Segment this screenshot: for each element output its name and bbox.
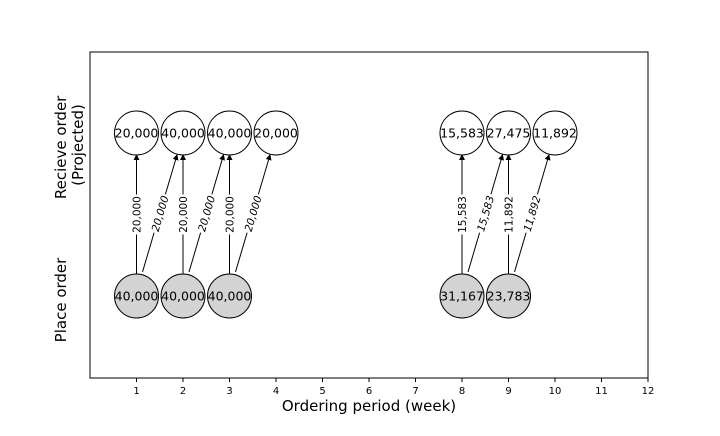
receive-order-node [114, 110, 159, 156]
flow-label: 15,583 [457, 196, 469, 233]
x-tick-label-7: 7 [412, 386, 418, 397]
flow-arrows: 20,000 20,000 20,000 20,000 20,000 20,000 15,5… [128, 154, 551, 274]
flow-label-bg [221, 194, 238, 235]
flow-label-bg [454, 194, 470, 235]
place-order-node [114, 273, 159, 319]
receive-order-node [160, 110, 206, 156]
flow-label-bg [192, 192, 220, 235]
flow-label: 11,892 [504, 196, 516, 233]
x-tick-label-12: 12 [642, 386, 655, 397]
y-label-receive-line2: (Projected) [69, 104, 87, 186]
receive-order-node [207, 110, 252, 156]
flow-label-bg [128, 194, 145, 235]
receive-order-node [532, 110, 578, 156]
receive-order-node-label: 20,000 [115, 126, 159, 141]
y-label-receive: Recieve order (Projected) [52, 91, 87, 199]
y-label-receive-line1: Recieve order [52, 95, 70, 199]
flow-label: 20,000 [132, 196, 144, 233]
flow-label-group: 11,892 [500, 194, 517, 235]
receive-order-node-label: 15,583 [440, 126, 484, 141]
x-tick-label-11: 11 [595, 386, 608, 397]
receive-order-node-label: 11,892 [533, 126, 577, 141]
place-order-node [207, 273, 252, 319]
y-label-place: Place order [52, 257, 70, 342]
place-order-node-label: 23,783 [487, 289, 531, 304]
x-axis-label: Ordering period (week) [282, 397, 456, 415]
x-axis: 1 2 3 4 5 6 7 8 9 10 11 12 [133, 378, 654, 397]
receive-order-node-label: 20,000 [254, 126, 298, 141]
flow-label: 20,000 [178, 196, 190, 233]
flow-label-bg [518, 192, 546, 235]
receive-order-node-label: 40,000 [161, 126, 205, 141]
flow-label-group: 20,000 [128, 194, 145, 235]
flow-label-bg [175, 194, 191, 235]
flow-label-group: 20,000 [221, 194, 238, 235]
x-tick-label-4: 4 [273, 386, 279, 397]
x-tick-label-9: 9 [505, 386, 511, 397]
place-order-node-label: 31,167 [440, 289, 484, 304]
plot-frame [89, 51, 649, 379]
flow-label: 20,000 [225, 196, 237, 233]
x-tick-label-5: 5 [319, 386, 325, 397]
receive-order-node-label: 27,475 [487, 126, 531, 141]
place-order-node [486, 273, 531, 319]
x-tick-label-10: 10 [549, 386, 562, 397]
flow-label-bg [500, 194, 517, 235]
x-tick-label-6: 6 [366, 386, 372, 397]
place-order-node-label: 40,000 [208, 289, 252, 304]
flow-label-bg [239, 192, 267, 235]
place-order-node [160, 273, 206, 319]
flow-label-bg [471, 192, 499, 235]
place-order-node-label: 40,000 [115, 289, 159, 304]
flow-label-group: 20,000 [175, 194, 191, 235]
order-nodes: 20,000 40,000 40,000 20,000 15,583 27,475 11,8… [114, 110, 578, 319]
flow-label-group: 15,583 [454, 194, 470, 235]
receive-order-node-label: 40,000 [208, 126, 252, 141]
receive-order-node [486, 110, 531, 156]
x-tick-label-1: 1 [133, 386, 139, 397]
x-tick-label-3: 3 [226, 386, 232, 397]
x-tick-label-2: 2 [180, 386, 186, 397]
place-order-node-label: 40,000 [161, 289, 205, 304]
x-tick-label-8: 8 [459, 386, 465, 397]
receive-order-node [253, 110, 299, 156]
receive-order-node [439, 110, 485, 156]
place-order-node [439, 273, 485, 319]
flow-label-bg [146, 192, 174, 235]
